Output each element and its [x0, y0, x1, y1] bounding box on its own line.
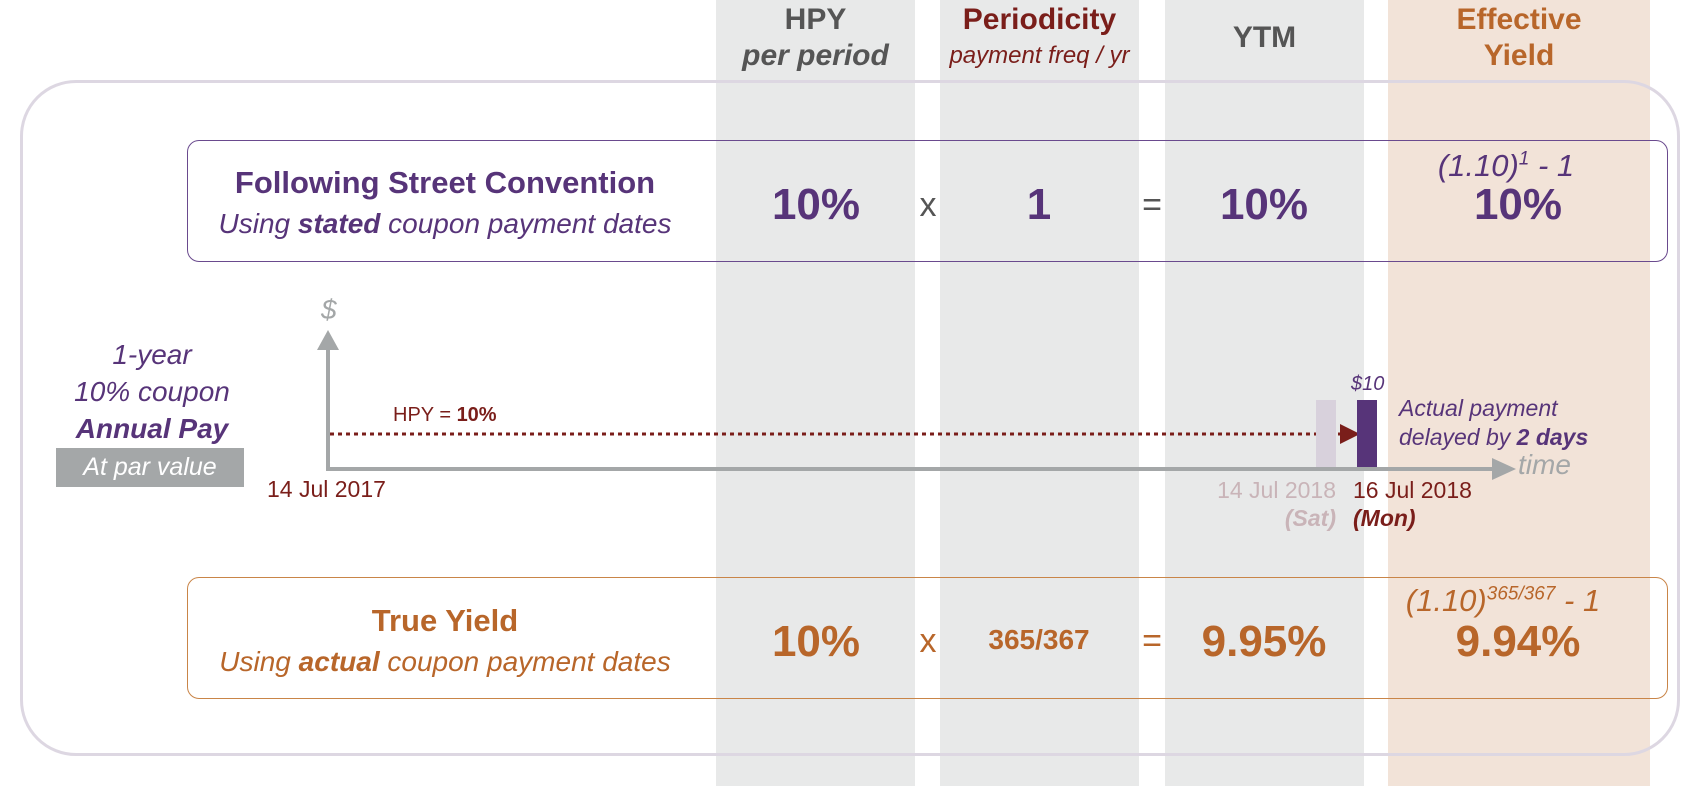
hpy-header-subtitle: per period: [742, 39, 889, 72]
true-formula-tail: - 1: [1555, 583, 1601, 618]
true-effective-formula: (1.10)365/367 - 1: [1406, 583, 1600, 619]
true-hpy-value: 10%: [771, 617, 861, 666]
true-yield-title-block: True Yield Using actual coupon payment d…: [195, 603, 695, 678]
bond-description: 1-year 10% coupon Annual Pay: [52, 336, 252, 447]
x-axis-arrowhead: [1492, 458, 1516, 480]
outer-frame: [20, 80, 1680, 756]
hpy-arrow-label: HPY = 10%: [393, 404, 497, 427]
true-sub-bold: actual: [298, 646, 380, 677]
stated-date-label: 14 Jul 2018 (Sat): [1211, 476, 1336, 532]
street-formula-base: (1.10): [1437, 148, 1519, 183]
street-convention-subtitle: Using stated coupon payment dates: [195, 208, 695, 240]
street-convention-title-block: Following Street Convention Using stated…: [195, 165, 695, 240]
stated-payment-bar: [1316, 400, 1336, 467]
street-sub-pre: Using: [218, 208, 298, 239]
effective-yield-header: Effective Yield: [1388, 2, 1650, 74]
street-convention-title: Following Street Convention: [234, 165, 656, 200]
delay-note-pre: delayed by: [1399, 424, 1517, 450]
true-yield-band: [187, 577, 1668, 699]
ytm-header-title: YTM: [1232, 21, 1297, 54]
stated-day: (Sat): [1284, 505, 1336, 531]
hpy-header: HPY per period: [716, 2, 915, 74]
hpy-header-title: HPY: [784, 3, 847, 36]
delay-note: Actual payment delayed by 2 days: [1399, 394, 1588, 452]
ytm-column: [1165, 0, 1364, 786]
periodicity-header-title: Periodicity: [962, 3, 1117, 36]
bond-coupon: 10% coupon: [74, 376, 230, 407]
hpy-arrow-prefix: HPY =: [393, 404, 457, 426]
periodicity-header-subtitle: payment freq / yr: [949, 42, 1130, 69]
periodicity-column: [940, 0, 1139, 786]
true-sub-post: coupon payment dates: [379, 646, 671, 677]
street-effective-value: 10%: [1473, 180, 1563, 229]
true-formula-exponent: 365/367: [1486, 583, 1556, 605]
effective-yield-column: [1388, 0, 1650, 786]
true-yield-subtitle: Using actual coupon payment dates: [195, 646, 695, 678]
true-formula-base: (1.10): [1405, 583, 1487, 618]
hpy-column: [716, 0, 915, 786]
effective-yield-header-line2: Yield: [1483, 39, 1555, 72]
stated-date: 14 Jul 2018: [1217, 477, 1336, 503]
true-ytm-value: 9.95%: [1201, 617, 1327, 666]
street-effective-formula: (1.10)1 - 1: [1438, 148, 1574, 184]
delay-note-days: 2 days: [1516, 424, 1589, 450]
true-yield-title: True Yield: [371, 603, 519, 638]
street-sub-post: coupon payment dates: [380, 208, 672, 239]
effective-yield-header-line1: Effective: [1456, 3, 1582, 36]
street-ytm-value: 10%: [1219, 180, 1309, 229]
true-times-operator: x: [919, 622, 937, 660]
start-date-label: 14 Jul 2017: [267, 476, 386, 502]
street-hpy-value: 10%: [771, 180, 861, 229]
true-periodicity-value: 365/367: [988, 624, 1090, 655]
actual-day: (Mon): [1353, 505, 1416, 531]
delay-note-line1: Actual payment: [1399, 395, 1558, 421]
par-value-badge: At par value: [56, 448, 244, 487]
payment-amount-label: $10: [1351, 373, 1385, 395]
bond-term: 1-year: [112, 339, 192, 370]
street-equals-operator: =: [1142, 186, 1162, 224]
hpy-period-arrowhead: [1340, 424, 1360, 444]
actual-date: 16 Jul 2018: [1353, 477, 1472, 503]
street-formula-exponent: 1: [1518, 148, 1530, 170]
periodicity-header: Periodicity payment freq / yr: [925, 2, 1154, 71]
true-effective-value: 9.94%: [1455, 617, 1581, 666]
actual-payment-bar: [1357, 400, 1377, 467]
y-axis-label: $: [321, 294, 337, 325]
street-periodicity-value: 1: [1026, 180, 1052, 229]
true-equals-operator: =: [1142, 622, 1162, 660]
street-sub-bold: stated: [297, 208, 381, 239]
delay-note-line2: delayed by 2 days: [1399, 423, 1588, 452]
true-sub-pre: Using: [219, 646, 299, 677]
y-axis-arrowhead: [317, 330, 339, 350]
actual-date-label: 16 Jul 2018 (Mon): [1353, 476, 1472, 532]
ytm-header: YTM: [1165, 20, 1364, 56]
street-convention-band: [187, 140, 1668, 262]
street-formula-tail: - 1: [1529, 148, 1575, 183]
hpy-arrow-value: 10%: [456, 404, 497, 426]
bond-frequency: Annual Pay: [75, 413, 229, 444]
street-times-operator: x: [919, 186, 937, 224]
x-axis-label: time: [1518, 449, 1571, 480]
